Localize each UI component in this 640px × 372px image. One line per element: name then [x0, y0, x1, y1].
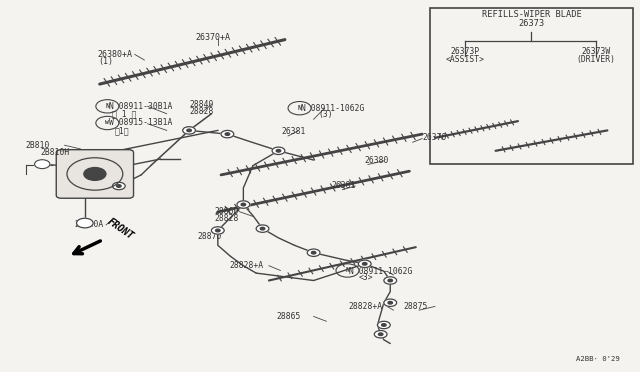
- Circle shape: [374, 331, 387, 338]
- Text: 26370: 26370: [422, 133, 447, 142]
- Circle shape: [221, 131, 234, 138]
- Circle shape: [77, 218, 93, 228]
- Circle shape: [312, 251, 316, 254]
- Text: <ASSIST>: <ASSIST>: [445, 55, 484, 64]
- Text: FRONT: FRONT: [106, 216, 136, 241]
- Circle shape: [307, 249, 320, 256]
- Text: （1）: （1）: [115, 126, 129, 135]
- Circle shape: [362, 263, 367, 265]
- Circle shape: [378, 333, 383, 336]
- Circle shape: [113, 182, 125, 190]
- Text: 28828+A: 28828+A: [349, 302, 383, 311]
- Text: N 08911-1062G: N 08911-1062G: [301, 104, 364, 113]
- Circle shape: [384, 277, 397, 284]
- Text: REFILLS-WIPER BLADE: REFILLS-WIPER BLADE: [481, 10, 581, 19]
- Circle shape: [384, 299, 397, 307]
- Circle shape: [358, 260, 371, 267]
- Circle shape: [388, 301, 392, 304]
- Text: 26381: 26381: [332, 181, 356, 190]
- Text: 26373: 26373: [518, 19, 545, 29]
- Circle shape: [237, 201, 250, 208]
- Text: W: W: [106, 121, 109, 125]
- Text: (1): (1): [98, 57, 113, 66]
- Text: 28828+A: 28828+A: [229, 261, 264, 270]
- Text: N: N: [105, 103, 109, 109]
- Circle shape: [182, 127, 195, 134]
- Text: 28865: 28865: [276, 312, 301, 321]
- Circle shape: [241, 203, 246, 206]
- Text: (DRIVER): (DRIVER): [577, 55, 616, 64]
- Text: 26381: 26381: [282, 126, 306, 136]
- Bar: [430, 8, 633, 164]
- Circle shape: [225, 133, 230, 135]
- Text: A2BB· 0'29: A2BB· 0'29: [577, 356, 620, 362]
- Circle shape: [272, 147, 285, 154]
- Circle shape: [260, 227, 265, 230]
- Text: 28828: 28828: [214, 214, 239, 223]
- Circle shape: [388, 279, 392, 282]
- Circle shape: [187, 129, 191, 132]
- Circle shape: [216, 229, 220, 232]
- Text: <3>: <3>: [359, 273, 374, 282]
- Text: N: N: [346, 267, 349, 273]
- Text: 28870: 28870: [197, 232, 222, 241]
- Text: 2B810: 2B810: [25, 141, 49, 150]
- Text: 26380: 26380: [365, 155, 389, 164]
- FancyBboxPatch shape: [56, 150, 134, 198]
- Text: 26380+A: 26380+A: [98, 50, 132, 59]
- Text: W 08915-13B1A: W 08915-13B1A: [109, 119, 173, 128]
- Text: 26373P: 26373P: [451, 48, 479, 57]
- Text: 28875: 28875: [403, 302, 428, 311]
- Text: （ 1 ）: （ 1 ）: [113, 109, 137, 118]
- Text: 28828: 28828: [189, 108, 214, 116]
- Circle shape: [276, 150, 281, 152]
- Text: 28840: 28840: [189, 100, 214, 109]
- Text: 26370+A: 26370+A: [195, 33, 230, 42]
- Circle shape: [84, 167, 106, 180]
- Circle shape: [35, 160, 50, 169]
- Text: 28860: 28860: [214, 208, 239, 217]
- Text: N: N: [298, 105, 301, 111]
- Circle shape: [381, 324, 386, 326]
- Circle shape: [116, 185, 121, 187]
- Text: 2B810H: 2B810H: [40, 148, 70, 157]
- Text: (3): (3): [318, 110, 333, 119]
- Circle shape: [256, 225, 269, 232]
- Text: 26373W: 26373W: [581, 48, 611, 57]
- Text: N 08911-1062G: N 08911-1062G: [349, 267, 412, 276]
- Circle shape: [211, 227, 224, 234]
- Text: 29B10A: 29B10A: [74, 221, 104, 230]
- Circle shape: [378, 321, 390, 329]
- Text: N 08911-30B1A: N 08911-30B1A: [109, 102, 173, 111]
